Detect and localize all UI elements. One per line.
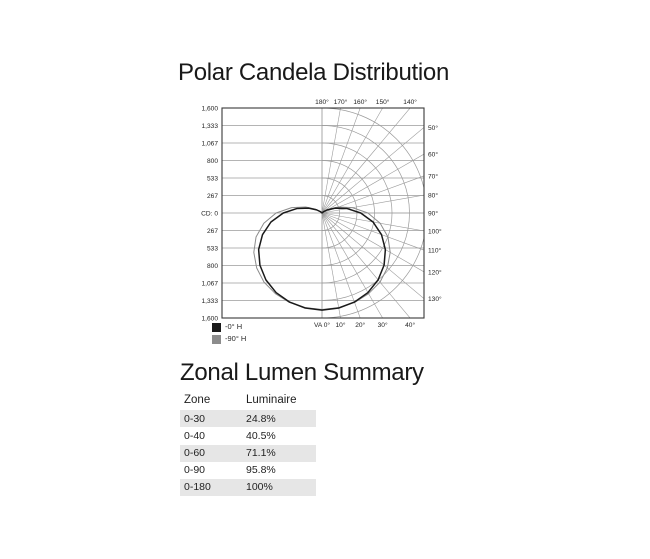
angle-label-right: 110° [428,247,442,255]
radial-tick-label: 533 [207,245,218,252]
zonal-table-body: 0-30 24.8% 0-40 40.5% 0-60 71.1% 0-90 95.8% 0-18… [180,410,316,496]
table-header-row: Zone Luminaire [180,392,316,411]
radial-tick-label: 533 [207,175,218,182]
grid-spoke [321,212,383,318]
table-row: 0-90 95.8% [180,461,316,479]
cell-luminaire: 40.5% [242,427,316,445]
legend-label-90h: -90° H [225,334,247,344]
polar-section-title: Polar Candela Distribution [178,59,450,86]
radial-tick-label: 800 [207,158,218,165]
angle-label-bottom: VA 0° [314,321,330,329]
cell-zone: 0-60 [180,444,242,462]
radial-tick-label: 1,600 [201,105,218,112]
radial-tick-label: CD: 0 [201,210,218,217]
angle-label-top: 170° [334,98,348,106]
angle-label-bottom: 20° [355,321,365,329]
grid-spoke [321,212,424,232]
angle-label-bottom: 30° [378,321,388,329]
cell-luminaire: 24.8% [242,410,316,428]
radial-tick-label: 1,067 [201,280,218,287]
radial-tick-label: 1,333 [201,123,218,130]
polar-gridlines [222,108,424,318]
distribution-curve-0h [257,207,387,311]
cell-zone: 0-90 [180,461,242,479]
angle-label-right: 120° [428,268,442,276]
zonal-lumen-table: Zone Luminaire 0-30 24.8% 0-40 40.5% 0-60 71.… [180,392,316,496]
angle-label-right: 90° [428,209,438,217]
angle-label-bottom: 40° [405,321,415,329]
angle-label-right: 50° [428,124,438,132]
polar-candela-section: Polar Candela Distribution 1,600 1,333 1,0… [178,59,478,344]
polar-chart-svg: 1,600 1,333 1,067 800 533 267 CD: 0 267 533 800 1,… [201,98,442,329]
radial-tick-label: 267 [207,228,218,235]
grid-spoke [321,108,341,214]
table-row: 0-30 24.8% [180,410,316,428]
cell-luminaire: 95.8% [242,461,316,479]
legend-swatch-90h [212,334,221,344]
polar-chart: 1,600 1,333 1,067 800 533 267 CD: 0 267 533 800 1,… [178,92,448,352]
table-row: 0-180 100% [180,478,316,496]
angle-label-right: 60° [428,151,438,159]
angle-label-right: 80° [428,191,438,199]
angle-label-top: 150° [376,98,390,106]
legend-item: -90° H [212,334,246,344]
angle-label-right: 100° [428,227,442,235]
radial-tick-label: 1,067 [201,140,218,147]
column-header-luminaire: Luminaire [242,392,316,411]
cell-zone: 0-30 [180,410,242,428]
grid-spoke [321,153,424,214]
zonal-lumen-section: Zonal Lumen Summary Zone Luminaire 0-30 2… [180,359,480,496]
cell-luminaire: 100% [242,478,316,496]
grid-spoke [321,212,341,318]
angle-label-top: 160° [353,98,367,106]
zonal-section-title: Zonal Lumen Summary [180,359,424,386]
angle-label-top: 140° [403,98,417,106]
table-row: 0-40 40.5% [180,427,316,445]
legend-swatch-0h [212,322,221,332]
table-row: 0-60 71.1% [180,444,316,462]
column-header-zone: Zone [180,392,242,411]
angle-label-bottom: 10° [336,321,346,329]
legend-item: -0° H [212,322,246,332]
radial-tick-label: 1,333 [201,298,218,305]
grid-spoke [321,175,424,214]
cell-zone: 0-180 [180,478,242,496]
grid-spoke [321,212,424,273]
cell-luminaire: 71.1% [242,444,316,462]
legend-label-0h: -0° H [225,322,243,332]
grid-spoke [321,108,361,214]
radial-tick-label: 1,600 [201,315,218,322]
grid-spoke [321,108,411,214]
angle-label-right: 70° [428,172,438,180]
grid-spoke [321,108,383,214]
grid-spoke [321,212,424,251]
angle-label-right: 130° [428,295,442,303]
grid-spoke [321,212,361,318]
grid-spoke [321,127,424,214]
grid-arc [321,108,424,318]
angle-label-top: 180° [315,98,329,106]
polar-chart-legend: -0° H -90° H [212,322,246,344]
cell-zone: 0-40 [180,427,242,445]
radial-tick-label: 267 [207,193,218,200]
grid-spoke [321,212,411,318]
radial-tick-label: 800 [207,263,218,270]
chart-frame [221,107,425,319]
